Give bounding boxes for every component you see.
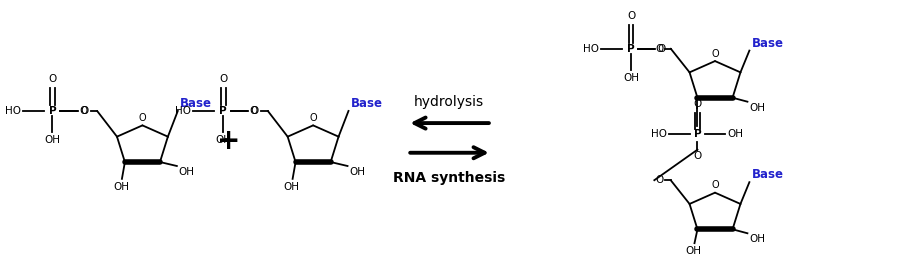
Text: HO: HO <box>651 129 667 139</box>
Text: O: O <box>711 180 718 190</box>
Text: O: O <box>251 106 259 116</box>
Text: OH: OH <box>727 129 744 139</box>
Text: OH: OH <box>623 73 639 83</box>
Text: O: O <box>309 113 317 123</box>
Text: HO: HO <box>4 106 21 116</box>
Text: O: O <box>693 99 701 109</box>
Text: OH: OH <box>215 135 231 145</box>
Text: O: O <box>219 74 227 84</box>
Text: Base: Base <box>179 97 212 110</box>
Text: O: O <box>656 175 664 185</box>
Text: P: P <box>627 44 635 54</box>
Text: O: O <box>693 151 701 161</box>
Text: O: O <box>627 11 635 21</box>
Text: P: P <box>693 129 701 139</box>
Text: +: + <box>217 127 240 155</box>
Text: OH: OH <box>283 182 300 192</box>
Text: hydrolysis: hydrolysis <box>414 95 484 109</box>
Text: OH: OH <box>350 167 365 177</box>
Text: O: O <box>249 106 258 116</box>
Text: OH: OH <box>113 182 129 192</box>
Text: P: P <box>48 106 57 116</box>
Text: O: O <box>658 44 666 54</box>
Text: O: O <box>80 106 89 116</box>
Text: O: O <box>79 106 87 116</box>
Text: HO: HO <box>176 106 191 116</box>
Text: O: O <box>656 44 664 54</box>
Text: RNA synthesis: RNA synthesis <box>393 171 505 185</box>
Text: O: O <box>711 49 718 59</box>
Text: O: O <box>139 113 146 123</box>
Text: Base: Base <box>752 168 783 181</box>
Text: Base: Base <box>351 97 382 110</box>
Text: OH: OH <box>685 246 701 256</box>
Text: OH: OH <box>749 103 765 113</box>
Text: OH: OH <box>179 167 195 177</box>
Text: HO: HO <box>583 44 599 54</box>
Text: Base: Base <box>752 37 783 50</box>
Text: O: O <box>48 74 57 84</box>
Text: P: P <box>220 106 227 116</box>
Text: OH: OH <box>45 135 60 145</box>
Text: OH: OH <box>749 234 765 244</box>
